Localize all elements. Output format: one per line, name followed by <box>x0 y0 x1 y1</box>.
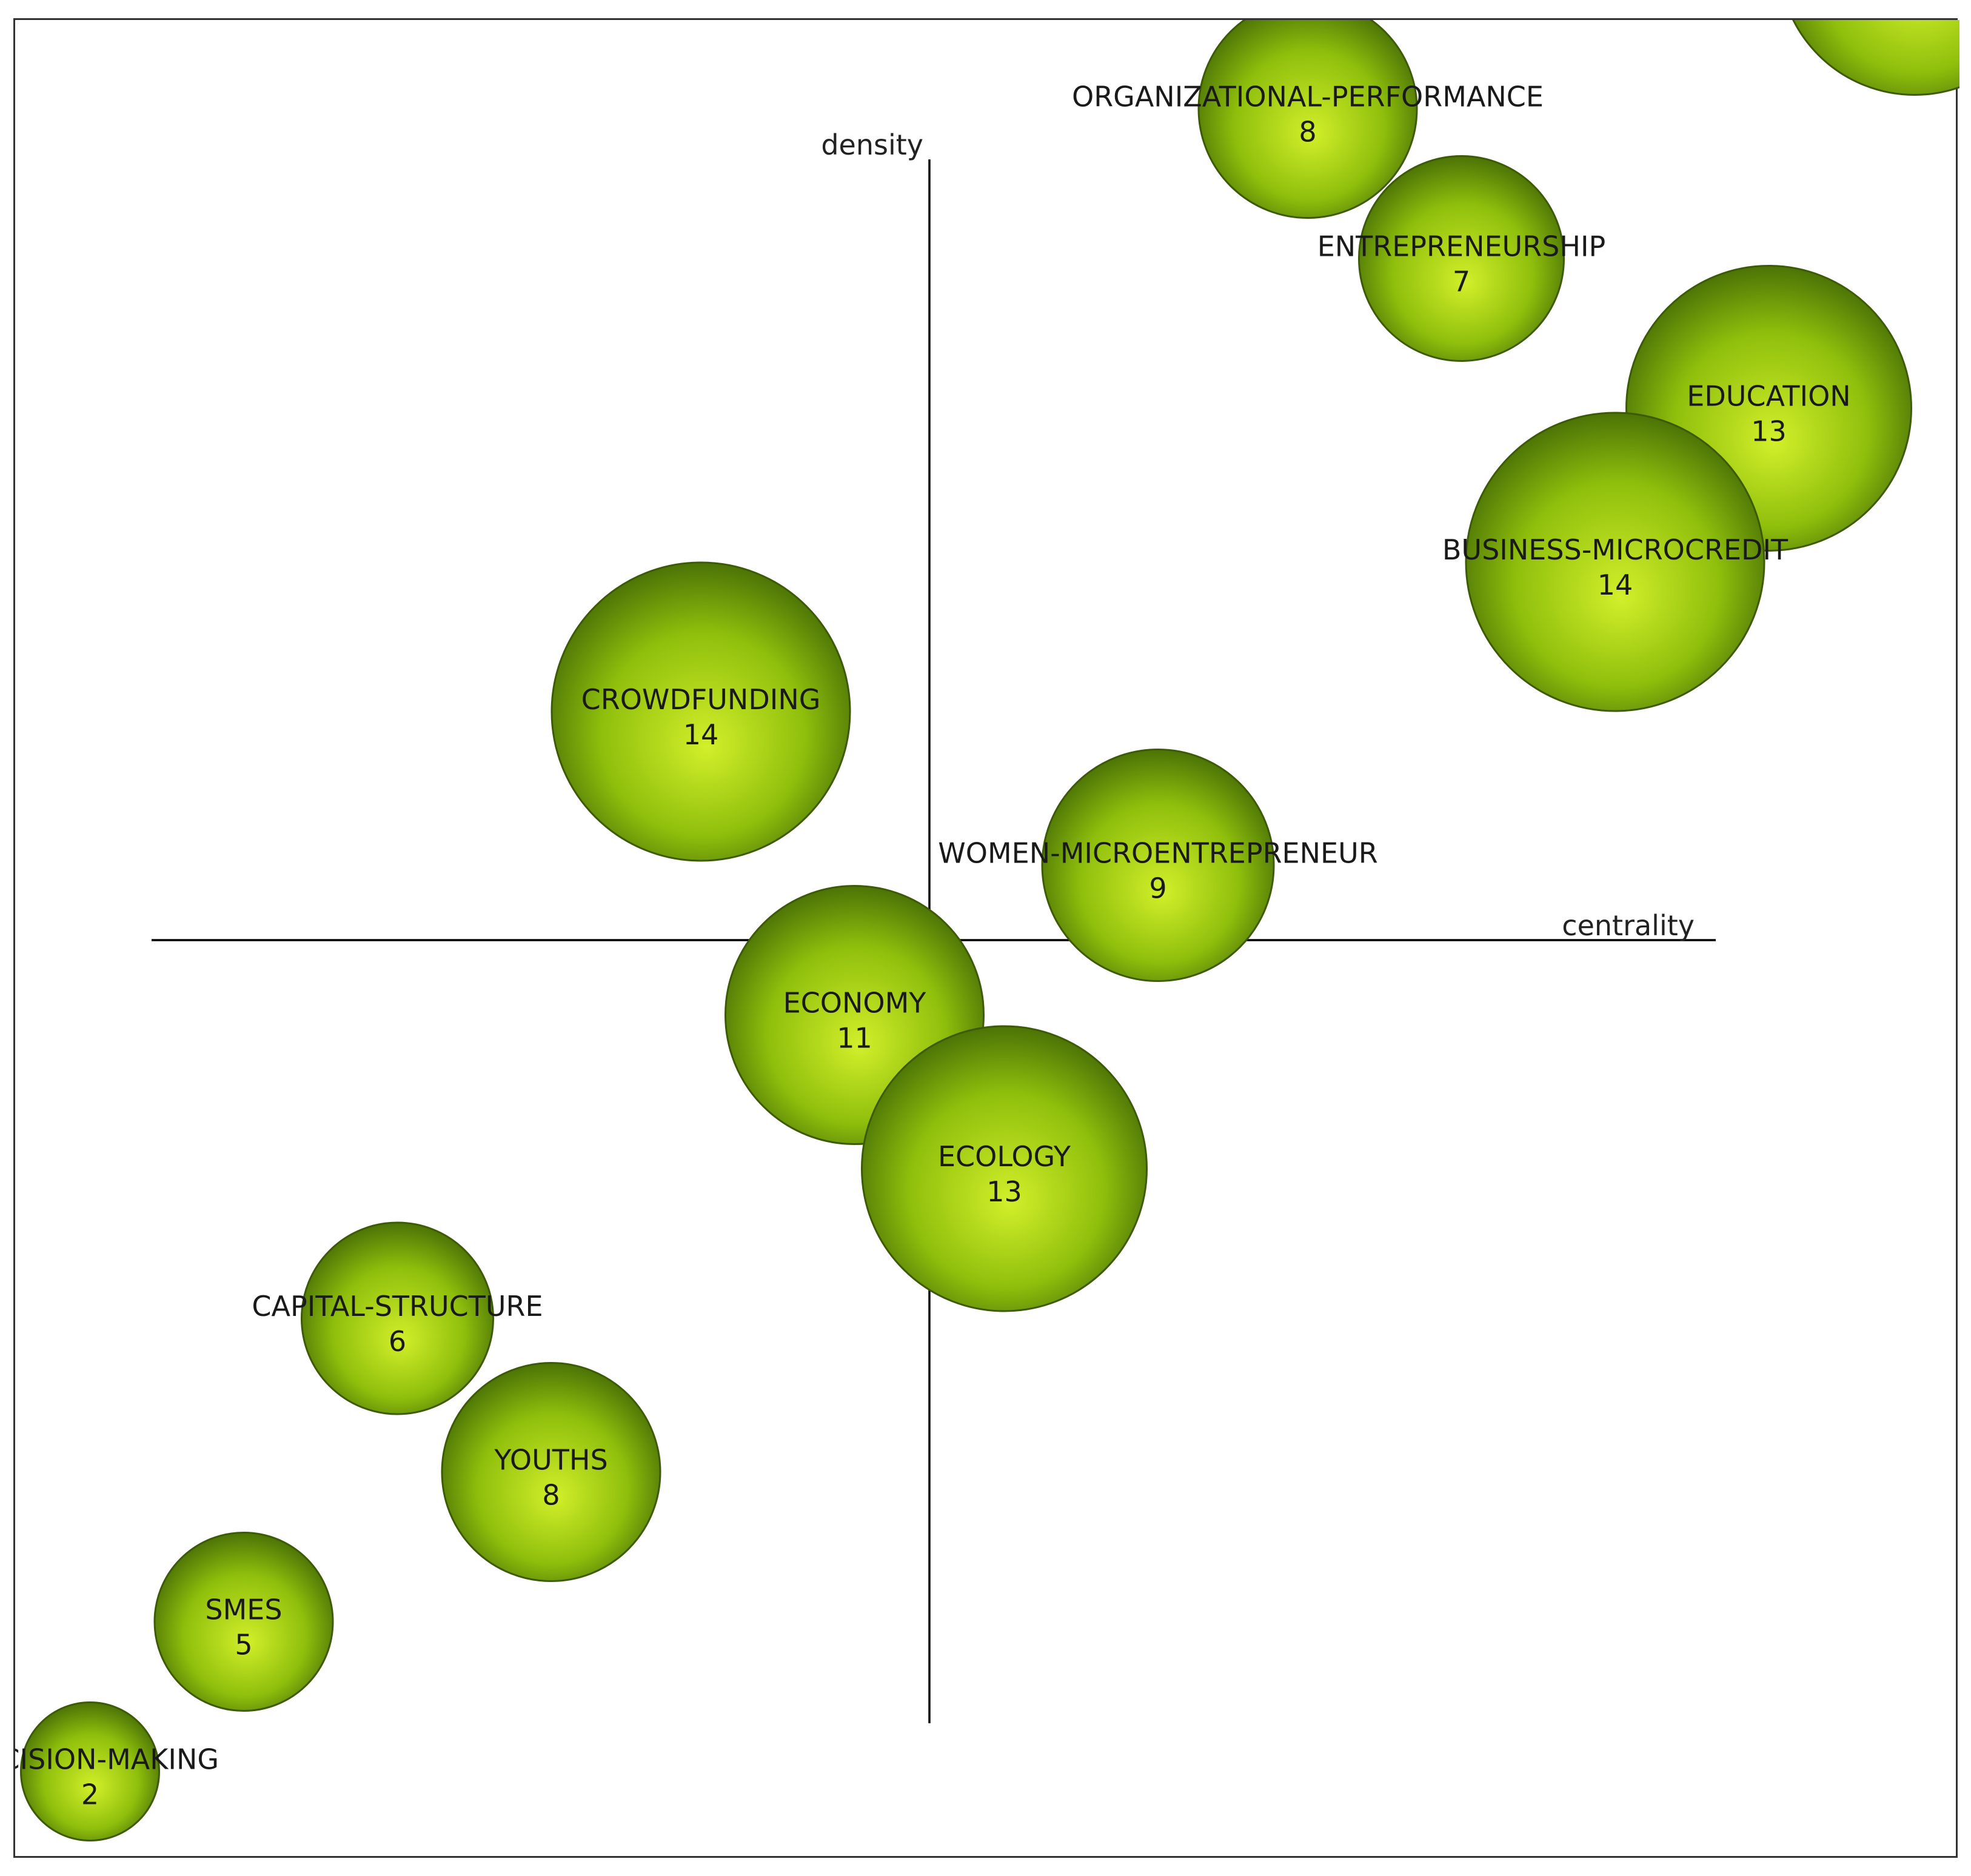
bubble-value: 13 <box>1751 415 1787 448</box>
bubble-label: ORGANIZATIONAL-PERFORMANCE <box>1072 81 1544 113</box>
bubble-value: 5 <box>235 1629 252 1661</box>
chart-frame: MICROFINANCE-INSTITUTIONS12 ORGANIZATIONA… <box>13 18 1959 1858</box>
bubble-value: 6 <box>389 1325 406 1358</box>
strategic-diagram: MICROFINANCE-INSTITUTIONS12 ORGANIZATIONA… <box>15 20 1959 1841</box>
bubble <box>1197 20 1418 219</box>
bubble <box>20 1701 160 1841</box>
bubble-value: 8 <box>1299 116 1316 149</box>
bubble-label: EDUCATION <box>1687 380 1850 413</box>
bubble <box>1358 155 1565 362</box>
bubble-label: WOMEN-MICROENTREPRENEUR <box>938 837 1377 870</box>
bubble-label: SMES <box>205 1594 282 1626</box>
bubble-label: ENTREPRENEURSHIP <box>1317 230 1606 263</box>
bubble <box>301 1221 494 1415</box>
bubble-label: ECONOMY <box>783 987 927 1020</box>
bubble-label: YOUTHS <box>494 1444 607 1477</box>
bubble-label: CAPITAL-STRUCTURE <box>252 1290 543 1323</box>
bubble-layer: MICROFINANCE-INSTITUTIONS12 ORGANIZATIONA… <box>15 20 1959 1841</box>
bubble-label: BUSINESS-MICROCREDIT <box>1442 533 1789 566</box>
bubble-value: 9 <box>1149 872 1166 905</box>
bubble-value: 13 <box>986 1175 1022 1208</box>
bubble <box>1041 749 1275 982</box>
bubble <box>153 1532 334 1712</box>
x-axis-label: centrality <box>1562 909 1695 942</box>
bubble-label: ECOLOGY <box>938 1140 1071 1173</box>
bubble <box>861 1025 1148 1312</box>
bubble-value: 14 <box>1598 569 1633 601</box>
bubble <box>1465 412 1765 712</box>
bubble <box>441 1362 661 1582</box>
bubble-label: CROWDFUNDING <box>581 683 821 716</box>
bubble <box>1792 20 1959 96</box>
bubble-group: MICROFINANCE-INSTITUTIONS12 <box>1792 20 1959 96</box>
bubble-value: 8 <box>542 1479 560 1512</box>
bubble-value: 2 <box>81 1778 99 1811</box>
bubble-label: DECISION-MAKING <box>15 1743 219 1776</box>
bubble <box>550 561 851 862</box>
y-axis-label: density <box>821 129 923 161</box>
bubble-value: 11 <box>837 1022 872 1055</box>
bubble-value: 14 <box>683 718 719 751</box>
bubble-value: 7 <box>1453 265 1470 298</box>
